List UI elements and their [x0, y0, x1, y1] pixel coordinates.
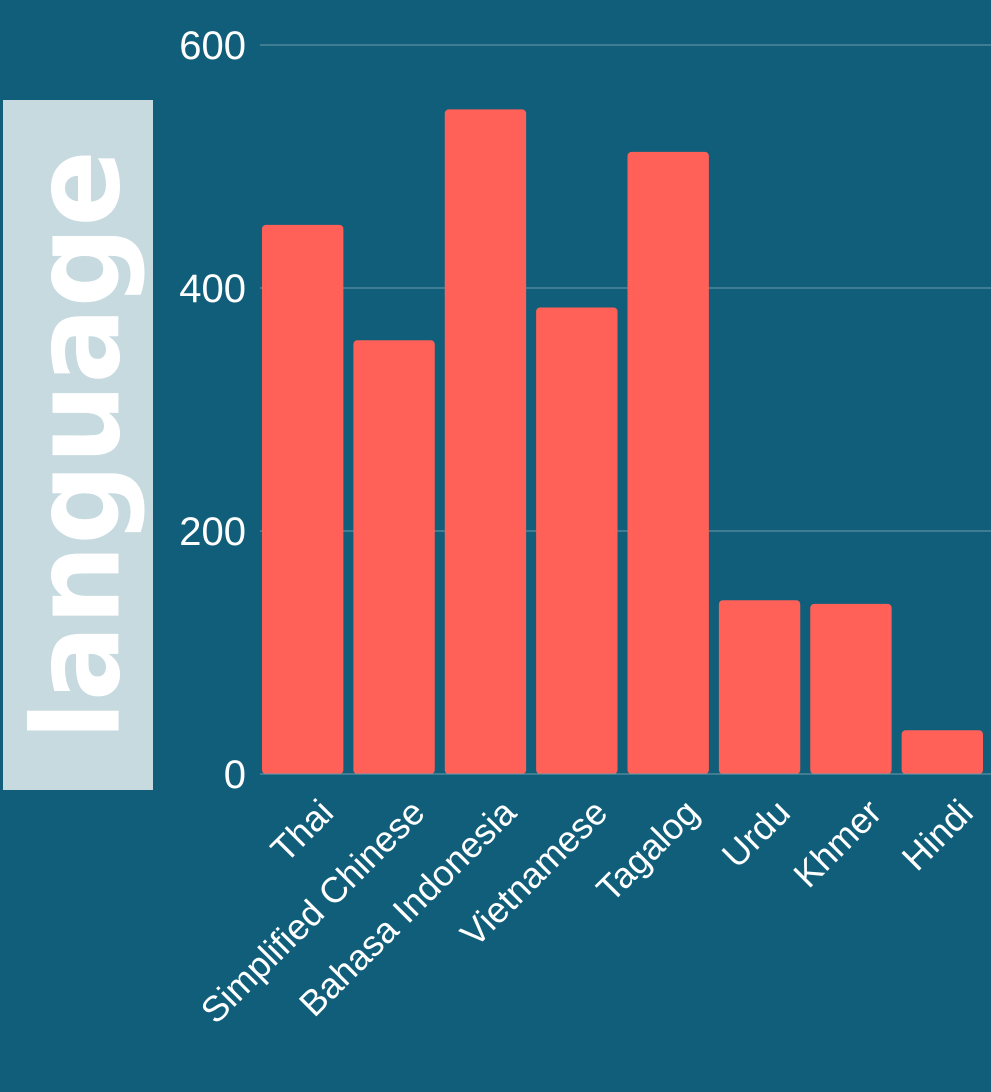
bar-simplified-chinese	[353, 340, 435, 774]
y-tick-label: 600	[179, 24, 246, 68]
bars	[262, 109, 983, 775]
x-tick-label: Tagalog	[588, 791, 706, 909]
bar-urdu	[718, 600, 801, 774]
x-tick-label: Khmer	[785, 791, 889, 895]
y-axis-label-box	[3, 100, 153, 790]
y-tick-labels: 0 200 400 600	[179, 24, 246, 797]
bar-bahasa-indonesia	[444, 109, 527, 774]
bar-vietnamese	[536, 307, 618, 774]
bar-hindi	[901, 730, 983, 774]
bar-tagalog	[627, 151, 709, 775]
x-tick-label: Urdu	[714, 791, 798, 875]
x-tick-label: Thai	[263, 791, 342, 870]
y-axis-label-group: language	[3, 100, 153, 790]
bar-thai	[262, 224, 344, 774]
y-tick-label: 200	[179, 510, 246, 554]
bar-khmer	[810, 603, 892, 774]
y-tick-label: 0	[224, 753, 246, 797]
y-tick-label: 400	[179, 267, 246, 311]
y-axis-label: language	[9, 150, 148, 740]
x-tick-label: Hindi	[894, 791, 981, 878]
